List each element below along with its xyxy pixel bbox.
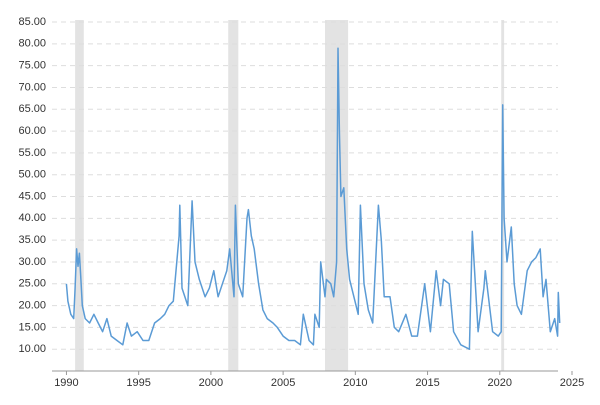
y-tick-label: 85.00: [18, 16, 46, 28]
y-tick-label: 45.00: [18, 190, 46, 202]
x-tick-label: 2025: [560, 377, 584, 389]
y-tick-label: 10.00: [18, 343, 46, 355]
y-tick-label: 55.00: [18, 147, 46, 159]
y-tick-label: 35.00: [18, 234, 46, 246]
y-tick-label: 40.00: [18, 212, 46, 224]
x-tick-label: 2010: [343, 377, 367, 389]
x-tick-label: 1990: [54, 377, 78, 389]
y-tick-label: 75.00: [18, 60, 46, 72]
x-tick-label: 1995: [126, 377, 150, 389]
y-tick-label: 50.00: [18, 169, 46, 181]
y-tick-label: 60.00: [18, 125, 46, 137]
x-tick-label: 2015: [415, 377, 439, 389]
y-tick-label: 25.00: [18, 278, 46, 290]
y-tick-label: 80.00: [18, 38, 46, 50]
y-tick-label: 70.00: [18, 81, 46, 93]
x-tick-label: 2000: [199, 377, 223, 389]
recession-band: [228, 20, 239, 371]
data-line: [65, 47, 561, 350]
y-tick-label: 65.00: [18, 103, 46, 115]
y-tick-label: 30.00: [18, 256, 46, 268]
x-tick-label: 2005: [271, 377, 295, 389]
y-tick-label: 20.00: [18, 299, 46, 311]
y-tick-label: 15.00: [18, 321, 46, 333]
recession-band: [75, 20, 84, 371]
x-tick-label: 2020: [488, 377, 512, 389]
